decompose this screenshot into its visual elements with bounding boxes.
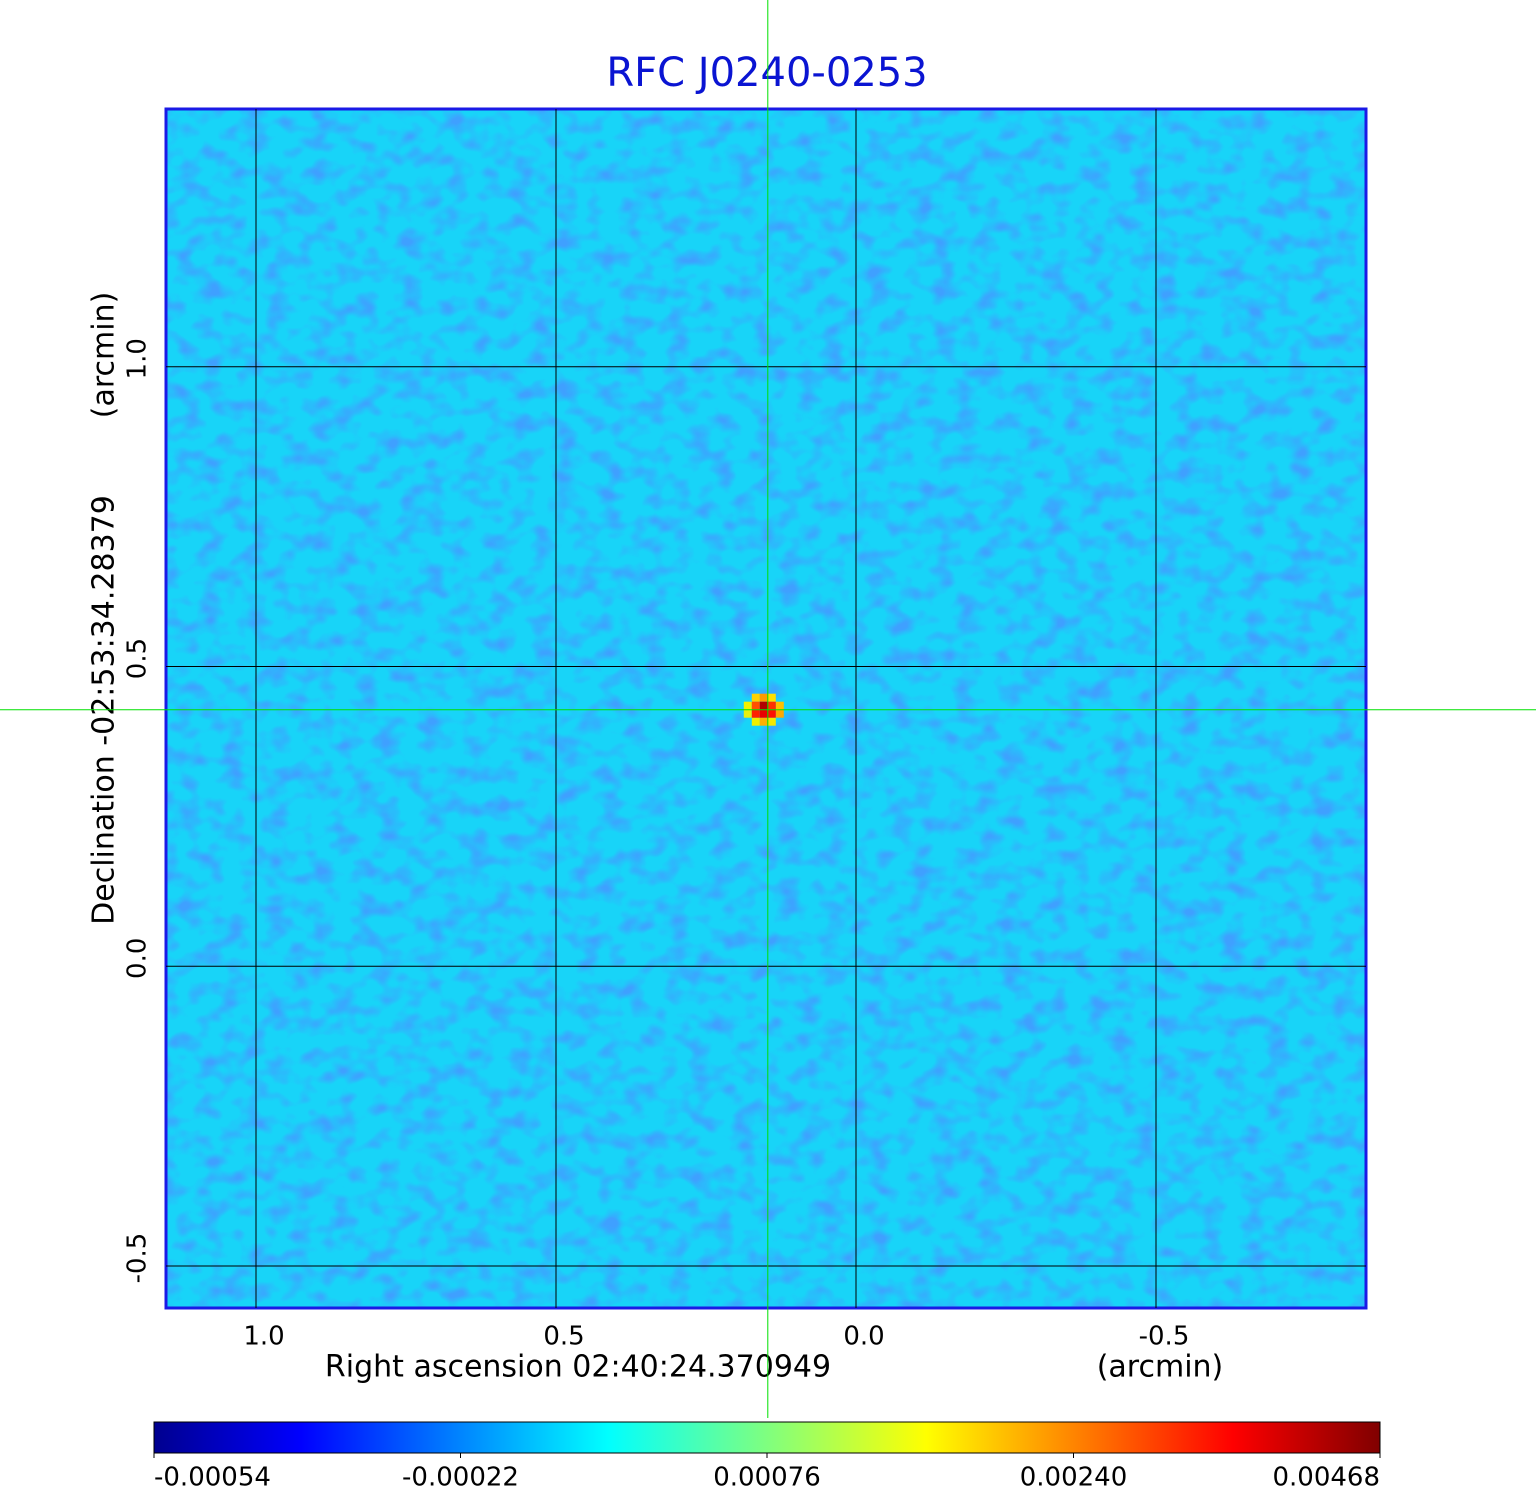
colorbar (153, 1421, 1381, 1454)
x-axis-unit: (arcmin) (1097, 1350, 1224, 1385)
source-halo (751, 701, 760, 710)
source-halo (751, 709, 760, 718)
source-halo (767, 717, 776, 726)
source-halo (775, 701, 784, 710)
source-halo (751, 693, 760, 702)
colorbar-tick-label: 0.00468 (1272, 1463, 1380, 1493)
source-halo (775, 709, 784, 718)
source-halo (759, 693, 768, 702)
source-halo (767, 701, 776, 710)
x-axis-label: Right ascension 02:40:24.370949 (325, 1350, 831, 1385)
source-peak (759, 701, 768, 710)
chart-title: RFC J0240-0253 (606, 50, 927, 96)
y-tick-label: 1.0 (123, 338, 153, 379)
y-tick-label: -0.5 (123, 1233, 153, 1284)
source-halo (767, 709, 776, 718)
x-tick-label: 0.0 (843, 1322, 884, 1352)
colorbar-tick-label: 0.00240 (1020, 1463, 1128, 1493)
colorbar-tick-label: -0.00022 (402, 1463, 519, 1493)
source-halo (759, 709, 768, 718)
x-tick-label: 0.5 (543, 1322, 584, 1352)
colorbar-tick-label: 0.00076 (713, 1463, 821, 1493)
x-tick-label: 1.0 (243, 1322, 284, 1352)
source-halo (767, 693, 776, 702)
y-tick-label: 0.0 (123, 938, 153, 979)
y-axis-unit: (arcmin) (87, 292, 122, 419)
source-halo (743, 709, 752, 718)
source-halo (751, 717, 760, 726)
x-tick-label: -0.5 (1139, 1322, 1190, 1352)
source-halo (743, 701, 752, 710)
source-halo (759, 717, 768, 726)
colorbar-tick-label: -0.00054 (154, 1463, 271, 1493)
y-tick-label: 0.5 (123, 638, 153, 679)
plot-frame (164, 107, 1368, 1310)
